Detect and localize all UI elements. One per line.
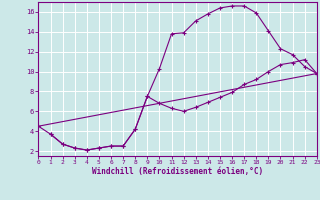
X-axis label: Windchill (Refroidissement éolien,°C): Windchill (Refroidissement éolien,°C) — [92, 167, 263, 176]
